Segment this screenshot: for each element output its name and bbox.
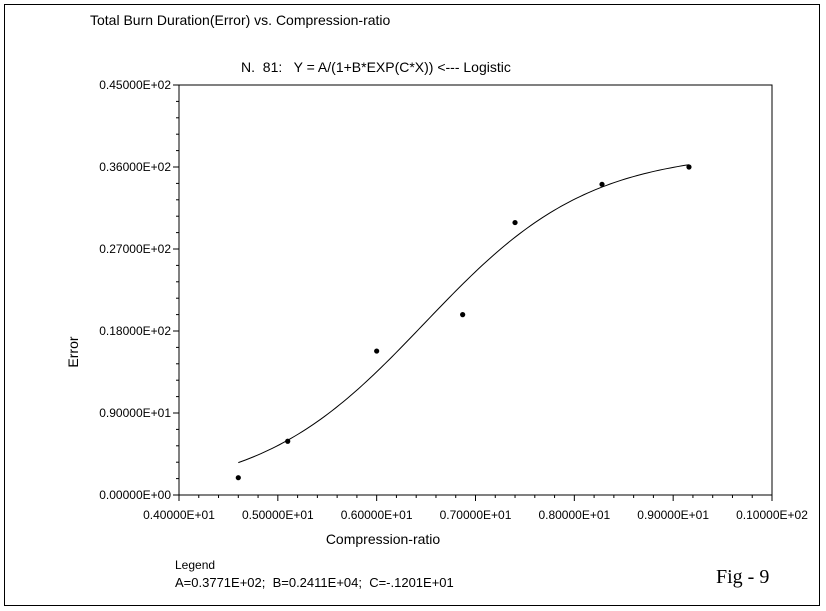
data-point bbox=[460, 312, 466, 318]
x-tick-label: 0.40000E+01 bbox=[143, 508, 215, 522]
y-tick-label: 0.90000E+01 bbox=[99, 406, 171, 420]
legend-text: A=0.3771E+02; B=0.2411E+04; C=-.1201E+01 bbox=[175, 575, 454, 590]
y-axis-label: Error bbox=[65, 336, 81, 367]
data-point bbox=[686, 164, 692, 170]
figure-label: Fig - 9 bbox=[716, 566, 769, 588]
data-point bbox=[235, 475, 241, 481]
data-points bbox=[235, 164, 692, 481]
legend-title: Legend bbox=[175, 558, 215, 572]
chart-subtitle: N. 81: Y = A/(1+B*EXP(C*X)) <--- Logisti… bbox=[241, 59, 511, 75]
x-axis-label: Compression-ratio bbox=[326, 531, 441, 547]
chart-title: Total Burn Duration(Error) vs. Compressi… bbox=[90, 12, 391, 28]
x-tick-label: 0.90000E+01 bbox=[637, 508, 709, 522]
figure-frame bbox=[4, 4, 820, 606]
data-point bbox=[374, 348, 380, 354]
x-axis: 0.40000E+01 0.50000E+01 0.60000E+01 0.70000… bbox=[143, 495, 808, 522]
x-tick-label: 0.50000E+01 bbox=[242, 508, 314, 522]
y-tick-label: 0.45000E+02 bbox=[99, 78, 171, 92]
x-tick-label: 0.80000E+01 bbox=[538, 508, 610, 522]
plot-area bbox=[178, 84, 773, 496]
x-tick-label: 0.10000E+02 bbox=[736, 508, 808, 522]
y-tick-label: 0.00000E+00 bbox=[99, 488, 171, 502]
y-tick-label: 0.27000E+02 bbox=[99, 242, 171, 256]
data-point bbox=[599, 181, 605, 187]
y-axis: 0.00000E+00 0.90000E+01 0.18000E+02 0.27000… bbox=[99, 78, 179, 502]
data-point bbox=[285, 438, 291, 444]
y-tick-label: 0.18000E+02 bbox=[99, 324, 171, 338]
y-tick-label: 0.36000E+02 bbox=[99, 160, 171, 174]
fit-curve bbox=[238, 164, 690, 464]
x-tick-label: 0.60000E+01 bbox=[341, 508, 413, 522]
data-point bbox=[512, 219, 518, 226]
x-tick-label: 0.70000E+01 bbox=[440, 508, 512, 522]
